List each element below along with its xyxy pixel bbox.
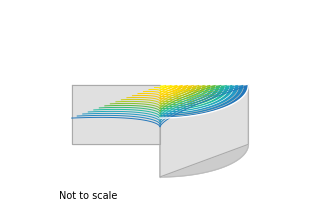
Polygon shape bbox=[160, 85, 248, 177]
Polygon shape bbox=[160, 85, 220, 108]
Polygon shape bbox=[160, 85, 165, 87]
Polygon shape bbox=[160, 85, 202, 101]
Polygon shape bbox=[160, 144, 248, 177]
Polygon shape bbox=[160, 85, 216, 106]
Text: Not to scale: Not to scale bbox=[59, 191, 117, 201]
Polygon shape bbox=[160, 85, 183, 94]
Polygon shape bbox=[160, 85, 179, 92]
Polygon shape bbox=[160, 85, 174, 91]
Polygon shape bbox=[160, 85, 234, 113]
Polygon shape bbox=[160, 85, 248, 177]
Polygon shape bbox=[160, 85, 248, 118]
Polygon shape bbox=[160, 85, 239, 115]
Polygon shape bbox=[160, 85, 188, 96]
Polygon shape bbox=[72, 85, 160, 144]
Polygon shape bbox=[160, 85, 230, 111]
Polygon shape bbox=[160, 85, 197, 99]
Polygon shape bbox=[160, 85, 244, 116]
Polygon shape bbox=[160, 85, 225, 109]
Polygon shape bbox=[160, 85, 206, 103]
Polygon shape bbox=[160, 85, 169, 89]
Polygon shape bbox=[160, 85, 211, 104]
Polygon shape bbox=[160, 85, 193, 98]
